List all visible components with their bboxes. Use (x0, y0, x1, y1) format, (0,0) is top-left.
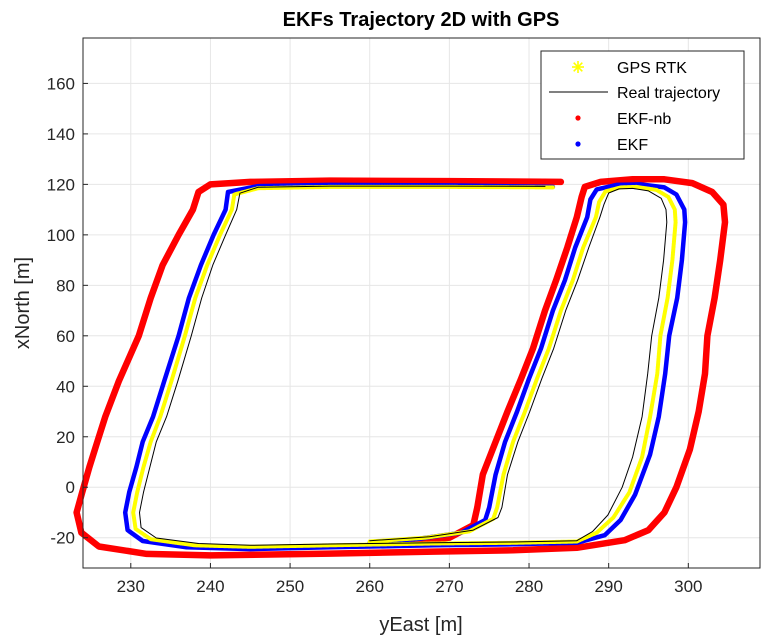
y-tick-label: 100 (47, 226, 75, 245)
series-layer (73, 176, 729, 559)
y-tick-label: 20 (56, 428, 75, 447)
legend-marker-ekf-nb (575, 115, 581, 121)
y-tick-label: 40 (56, 377, 75, 396)
x-axis-label: yEast [m] (379, 614, 462, 636)
plot-frame (82, 37, 761, 569)
x-tick-label: 250 (276, 577, 304, 596)
legend-label-gps: GPS RTK (617, 60, 687, 77)
series-path-ekf-nb (73, 176, 729, 559)
x-tick-label: 240 (196, 577, 224, 596)
x-tick-label: 230 (117, 577, 145, 596)
series-gps (131, 184, 678, 549)
series-ekf (122, 182, 688, 552)
y-tick-label: 160 (47, 74, 75, 93)
x-tick-label: 270 (435, 577, 463, 596)
legend-label-real: Real trajectory (617, 85, 720, 102)
x-tick-label: 300 (674, 577, 702, 596)
series-path-gps (131, 184, 678, 549)
y-tick-label: -20 (50, 529, 75, 548)
chart-title: EKFs Trajectory 2D with GPS (283, 9, 560, 31)
y-tick-label: 60 (56, 327, 75, 346)
x-tick-label: 290 (594, 577, 622, 596)
axis-ticks: 230 240 250 260 270 280 290 300 -20 0 20 40 60 80 100 1… (47, 74, 703, 596)
series-path-real (139, 185, 668, 546)
y-axis-label: xNorth [m] (12, 257, 34, 349)
y-tick-label: 0 (66, 478, 75, 497)
x-tick-label: 280 (515, 577, 543, 596)
y-tick-label: 80 (56, 276, 75, 295)
y-tick-label: 140 (47, 125, 75, 144)
legend-label-ekf-nb: EKF-nb (617, 111, 671, 128)
series-real (139, 185, 668, 546)
legend-label-ekf: EKF (617, 137, 648, 154)
y-tick-label: 120 (47, 175, 75, 194)
legend-box (540, 50, 745, 160)
legend-marker-ekf (575, 141, 581, 147)
legend-marker-gps (572, 61, 584, 73)
legend: GPS RTK Real trajectory EKF-nb EKF (540, 50, 745, 160)
series-path-ekf (122, 182, 688, 552)
x-tick-label: 260 (356, 577, 384, 596)
series-ekf-nb (73, 176, 729, 559)
